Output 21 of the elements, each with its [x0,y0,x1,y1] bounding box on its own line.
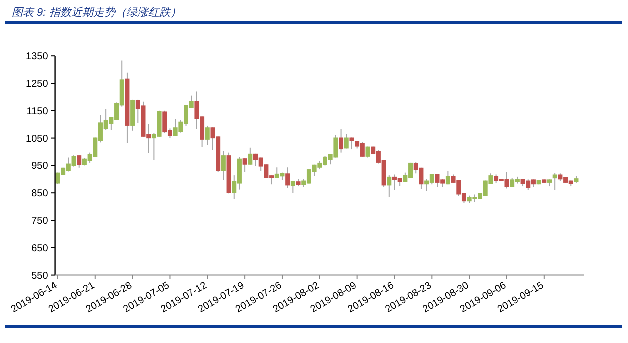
candlestick [77,155,82,168]
candlestick [387,175,392,198]
y-tick-label: 1150 [26,106,49,118]
candlestick [286,167,290,189]
candlestick [552,172,558,191]
title: 图表 9: 指数近期走势（绿涨红跌） [12,7,182,19]
y-tick-label: 850 [32,188,49,200]
candlestick [446,170,450,186]
y-tick-label: 1250 [26,79,49,90]
candlestick [205,125,210,146]
y-tick-label: 950 [32,161,49,172]
y-tick-label: 1050 [26,134,49,145]
y-tick-label: 1350 [26,52,49,63]
y-tick-label: 550 [32,270,49,282]
y-tick-label: 750 [32,216,49,227]
candlestick [344,134,349,150]
candlestick [248,147,253,166]
y-tick-label: 650 [32,243,49,254]
candlestick [242,158,248,173]
candlestick [339,128,344,154]
candlestick [221,150,226,181]
